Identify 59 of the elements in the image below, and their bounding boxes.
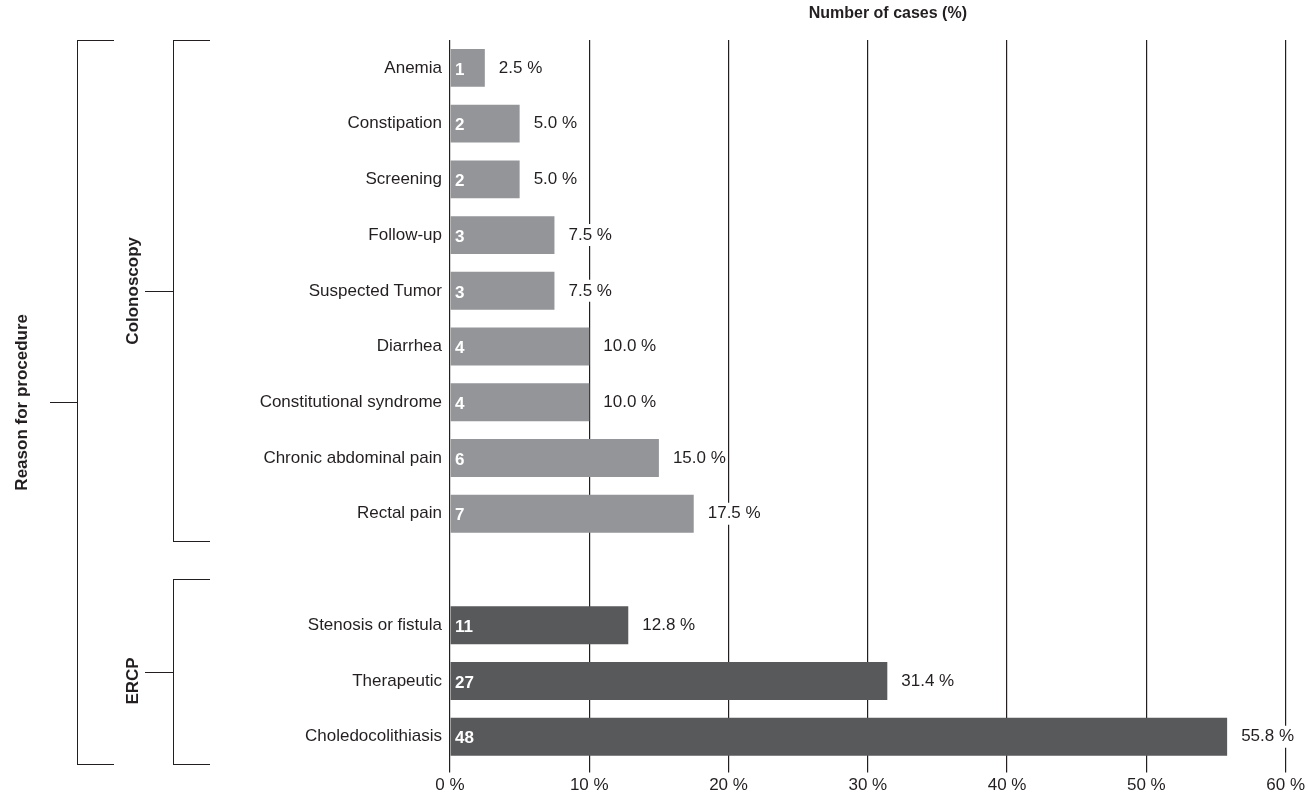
x-tick-label: 0 %: [435, 775, 465, 795]
x-axis-title: Number of cases (%): [808, 4, 967, 22]
data-label: 10.0 %: [603, 336, 657, 356]
annotation: 3: [455, 226, 465, 246]
bar: [450, 606, 629, 645]
annotation: 27: [455, 672, 474, 692]
bar: [450, 271, 555, 310]
annotation: 6: [455, 449, 465, 469]
annotation: 48: [455, 728, 474, 748]
annotation: 2: [455, 115, 465, 135]
bar: [450, 494, 694, 533]
y-tick-label: Constitutional syndrome: [259, 391, 442, 411]
text: Colonoscopy: [122, 236, 142, 345]
data-label: 17.5 %: [707, 503, 761, 523]
annotation: 2: [455, 171, 465, 191]
x-tick-label: 50 %: [1126, 775, 1166, 795]
bar: [450, 160, 520, 199]
annotation: 4: [455, 393, 465, 413]
x-tick-label: 10 %: [569, 775, 609, 795]
bar: [450, 327, 590, 366]
bar: [450, 717, 1228, 756]
x-tick-label: 20 %: [709, 775, 748, 795]
annotation: 7: [455, 505, 465, 525]
y-tick-label: Choledocolithiasis: [304, 726, 442, 746]
y-tick-label: Screening: [365, 169, 442, 189]
data-label: 55.8 %: [1241, 726, 1295, 746]
bar: [450, 662, 888, 700]
x-tick-label: 60 %: [1266, 775, 1305, 795]
bar: [450, 48, 485, 87]
data-label: 5.0 %: [533, 113, 578, 133]
data-label: 15.0 %: [672, 447, 726, 467]
data-label: 10.0 %: [603, 391, 657, 411]
annotation: 4: [455, 338, 465, 358]
text: ERCP: [122, 657, 142, 705]
bar: [450, 383, 590, 422]
y-tick-label: Stenosis or fistula: [307, 614, 443, 634]
annotation: 11: [455, 616, 473, 636]
data-label: 12.8 %: [642, 614, 696, 634]
y-tick-label: Suspected Tumor: [308, 280, 443, 300]
data-label: 7.5 %: [568, 280, 612, 300]
x-tick-label: 30 %: [848, 775, 888, 795]
y-tick-label: Constipation: [347, 113, 442, 133]
annotation: 3: [455, 282, 465, 302]
bar: [450, 104, 520, 143]
data-label: 5.0 %: [533, 169, 578, 189]
y-tick-label: Diarrhea: [376, 336, 443, 356]
bar: [450, 216, 555, 255]
data-label: 31.4 %: [901, 670, 955, 690]
y-tick-label: Chronic abdominal pain: [263, 447, 442, 467]
data-label: 2.5 %: [498, 57, 543, 77]
text: Reason for procedure: [11, 313, 31, 491]
y-tick-label: Anemia: [384, 57, 443, 77]
y-tick-label: Rectal pain: [356, 503, 442, 523]
annotation: 1: [455, 59, 465, 79]
y-tick-label: Follow-up: [368, 224, 442, 244]
y-tick-label: Therapeutic: [352, 670, 443, 690]
x-tick-label: 40 %: [987, 775, 1027, 795]
data-label: 7.5 %: [568, 224, 612, 244]
bar: [450, 439, 659, 477]
